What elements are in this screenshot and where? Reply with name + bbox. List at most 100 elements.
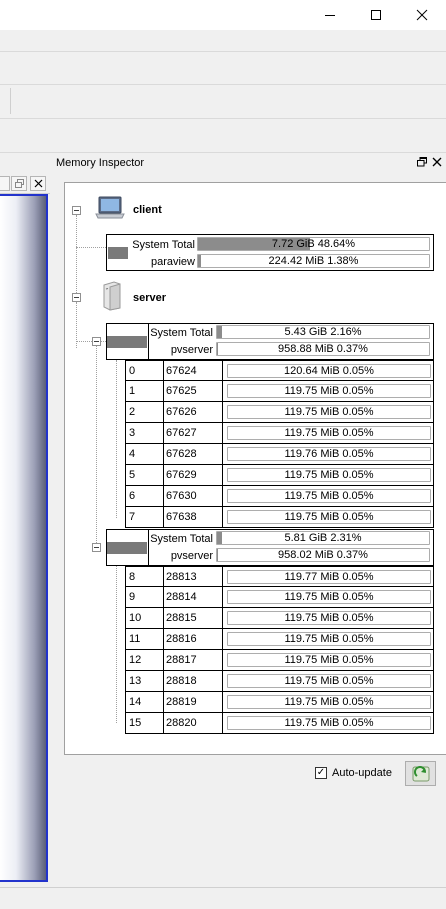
rank-number: 8 (126, 567, 164, 586)
auto-update-checkbox[interactable]: ✓ (315, 767, 327, 779)
usage-text: 5.81 GiB 2.31% (284, 532, 362, 544)
process-id: 67630 (164, 486, 223, 506)
usage-text: 119.75 MiB 0.05% (284, 469, 374, 481)
rank-memory-bar: 119.75 MiB 0.05% (227, 716, 431, 730)
usage-text: 119.75 MiB 0.05% (284, 696, 374, 708)
close-window-button[interactable] (399, 0, 445, 30)
rank-row: 8 28813 119.77 MiB 0.05% (125, 566, 434, 587)
rank-memory-bar: 119.75 MiB 0.05% (227, 590, 431, 604)
usage-text: 119.75 MiB 0.05% (284, 591, 374, 603)
render-view[interactable] (0, 194, 48, 882)
process-id: 28815 (164, 608, 223, 628)
process-id: 67628 (164, 444, 223, 464)
rank-memory-bar: 119.75 MiB 0.05% (227, 653, 431, 667)
server-group-1-color-swatch (107, 336, 147, 348)
close-icon (416, 9, 428, 21)
refresh-button[interactable] (405, 761, 436, 786)
client-expander[interactable] (72, 206, 81, 215)
dock-float-button[interactable] (417, 157, 427, 170)
rank-number: 2 (126, 402, 164, 422)
rank-memory-bar: 119.75 MiB 0.05% (227, 632, 431, 646)
maximize-button[interactable] (353, 0, 399, 30)
rank-memory-bar: 119.75 MiB 0.05% (227, 695, 431, 709)
usage-text: 119.75 MiB 0.05% (284, 406, 374, 418)
server-host-label: server (133, 292, 167, 304)
process-id: 28819 (164, 692, 223, 712)
rank-number: 10 (126, 608, 164, 628)
usage-text: 5.43 GiB 2.16% (284, 326, 362, 338)
rank-memory-bar: 119.75 MiB 0.05% (227, 405, 431, 419)
rank-number: 14 (126, 692, 164, 712)
server-group-2-total-label: System Total (150, 533, 213, 545)
toolbar-separator (10, 88, 11, 114)
server-group-1-expander[interactable] (92, 337, 101, 346)
rank-memory-bar: 120.64 MiB 0.05% (227, 364, 431, 378)
tree-line (116, 565, 117, 723)
dock-close-button[interactable] (432, 157, 442, 170)
process-id: 67626 (164, 402, 223, 422)
rank-memory-bar: 119.75 MiB 0.05% (227, 611, 431, 625)
rank-memory-bar: 119.75 MiB 0.05% (227, 674, 431, 688)
usage-text: 224.42 MiB 1.38% (268, 255, 359, 267)
minimize-button[interactable] (307, 0, 353, 30)
process-id: 28820 (164, 713, 223, 733)
rank-number: 6 (126, 486, 164, 506)
window-titlebar (0, 0, 446, 30)
refresh-icon (412, 765, 429, 781)
rank-number: 1 (126, 381, 164, 401)
server-group-2-expander[interactable] (92, 543, 101, 552)
process-id: 28816 (164, 629, 223, 649)
rank-row: 2 67626 119.75 MiB 0.05% (125, 402, 434, 423)
server-group-1-total-label: System Total (150, 327, 213, 339)
usage-text: 119.75 MiB 0.05% (284, 427, 374, 439)
rank-memory-bar: 119.75 MiB 0.05% (227, 489, 431, 503)
client-host-color-swatch (108, 247, 128, 259)
tree-line (76, 215, 77, 297)
close-icon (432, 157, 442, 167)
toolbar-row-3 (0, 152, 446, 153)
rank-number: 5 (126, 465, 164, 485)
rank-row: 5 67629 119.75 MiB 0.05% (125, 465, 434, 486)
status-bar (0, 887, 446, 909)
server-group-2-process-bar: 958.02 MiB 0.37% (216, 548, 430, 562)
usage-text: 119.75 MiB 0.05% (284, 612, 374, 624)
server-icon (103, 281, 121, 311)
server-expander[interactable] (72, 293, 81, 302)
menu-bar (0, 51, 446, 52)
rank-memory-bar: 119.76 MiB 0.05% (227, 447, 431, 461)
left-dock-float-button[interactable] (11, 176, 27, 191)
rank-number: 0 (126, 361, 164, 380)
server-group-2-total-bar: 5.81 GiB 2.31% (216, 531, 430, 545)
rank-row: 1 67625 119.75 MiB 0.05% (125, 381, 434, 402)
usage-text: 119.75 MiB 0.05% (284, 385, 374, 397)
maximize-icon (371, 10, 381, 20)
usage-text: 958.88 MiB 0.37% (278, 343, 368, 355)
process-id: 67624 (164, 361, 223, 380)
process-id: 28817 (164, 650, 223, 670)
tree-line (116, 360, 117, 518)
tree-line (96, 345, 97, 547)
laptop-icon (95, 196, 125, 219)
left-dock-close-button[interactable] (30, 176, 46, 191)
rank-memory-bar: 119.75 MiB 0.05% (227, 426, 431, 440)
toolbar-row (0, 84, 446, 85)
usage-fill (217, 326, 222, 338)
usage-fill (198, 255, 202, 267)
process-id: 28813 (164, 567, 223, 586)
usage-text: 119.75 MiB 0.05% (284, 633, 374, 645)
usage-text: 7.72 GiB 48.64% (271, 238, 356, 250)
process-id: 67625 (164, 381, 223, 401)
rank-memory-bar: 119.75 MiB 0.05% (227, 510, 431, 524)
toolbar-row-2 (0, 118, 446, 119)
tree-line (76, 247, 106, 248)
rank-row: 6 67630 119.75 MiB 0.05% (125, 486, 434, 507)
rank-number: 12 (126, 650, 164, 670)
rank-row: 7 67638 119.75 MiB 0.05% (125, 507, 434, 528)
usage-text: 120.64 MiB 0.05% (284, 365, 374, 377)
usage-text: 119.75 MiB 0.05% (284, 654, 374, 666)
left-dock-button[interactable] (0, 176, 10, 191)
usage-text: 119.75 MiB 0.05% (284, 675, 374, 687)
client-system-total-label: System Total (132, 239, 195, 251)
process-id: 28814 (164, 587, 223, 607)
auto-update-label: Auto-update (332, 767, 392, 779)
